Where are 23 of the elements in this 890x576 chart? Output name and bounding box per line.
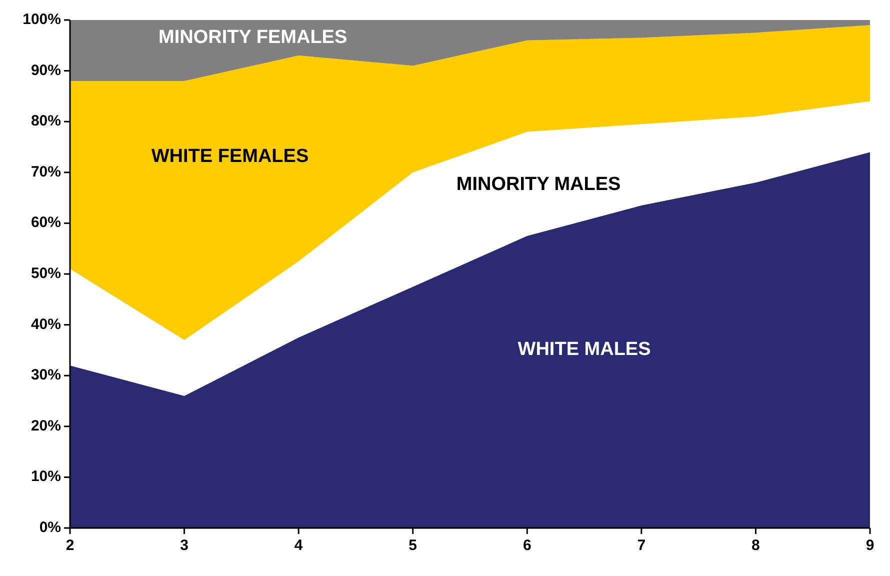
y-tick-label: 60% <box>30 214 61 232</box>
x-tick-label: 6 <box>522 537 532 554</box>
y-tick-label: 0% <box>39 518 61 536</box>
x-tick-label: 3 <box>180 537 188 554</box>
y-tick-label: 70% <box>30 163 61 180</box>
y-tick-label: 80% <box>30 112 61 130</box>
series-label: WHITE MALES <box>518 339 651 360</box>
y-tick-label: 30% <box>30 366 61 384</box>
y-tick-label: 100% <box>22 10 61 28</box>
series-label: MINORITY FEMALES <box>158 26 348 48</box>
y-tick-label: 40% <box>30 316 61 333</box>
y-tick-label: 10% <box>30 468 61 486</box>
x-tick-label: 7 <box>637 537 646 554</box>
x-tick-label: 4 <box>294 537 304 554</box>
x-tick-label: 9 <box>866 537 874 554</box>
x-tick-label: 8 <box>752 537 760 554</box>
y-tick-label: 20% <box>30 417 61 434</box>
y-tick-label: 90% <box>30 62 61 79</box>
x-tick-label: 5 <box>408 537 418 554</box>
series-label: WHITE FEMALES <box>151 146 309 168</box>
series-label: MINORITY MALES <box>456 174 621 196</box>
y-tick-label: 50% <box>30 264 61 282</box>
x-tick-label: 2 <box>66 537 74 554</box>
